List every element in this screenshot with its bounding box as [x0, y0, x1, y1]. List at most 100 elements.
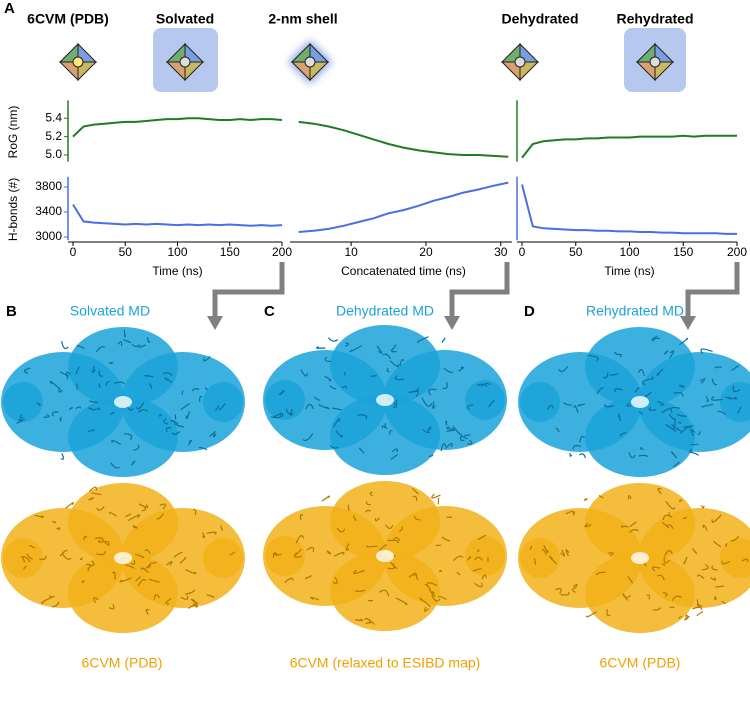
protein-strand: [387, 563, 395, 570]
protein-strand: [329, 385, 337, 390]
protein-strand: [144, 375, 154, 378]
protein-strand: [584, 522, 592, 528]
protein-strand: [60, 453, 65, 460]
protein-strand: [428, 426, 432, 431]
protein-strand: [452, 425, 461, 436]
protein-body: [330, 395, 440, 475]
protein-strand: [185, 411, 191, 420]
protein-strand: [136, 402, 145, 410]
protein-strand: [318, 404, 330, 410]
protein-strand: [646, 594, 651, 600]
x-tick-label: 50: [569, 245, 583, 259]
protein-strand: [125, 513, 132, 518]
protein-strand: [737, 406, 742, 414]
protein-strand: [431, 493, 441, 499]
protein-strand: [474, 556, 483, 561]
protein-strand: [187, 602, 199, 609]
protein-strand: [555, 427, 560, 433]
protein-strand: [51, 521, 57, 524]
protein-strand: [173, 422, 184, 428]
protein-strand: [374, 517, 381, 522]
protein-strand: [171, 432, 176, 436]
protein-strand: [138, 409, 149, 413]
protein-strand: [76, 345, 85, 350]
protein-strand: [108, 362, 114, 365]
x-tick-label: 150: [220, 245, 240, 259]
protein-strand: [682, 516, 688, 520]
protein-strand: [75, 366, 80, 375]
protein-strand: [103, 540, 110, 546]
protein-strand: [696, 574, 705, 579]
protein-strand: [334, 551, 345, 557]
protein-strand: [181, 390, 184, 396]
x-tick-label: 200: [727, 245, 747, 259]
protein-strand: [638, 454, 649, 458]
protein-strand: [657, 487, 662, 495]
protein-strand: [89, 400, 98, 404]
protein-strand: [131, 460, 136, 466]
protein-strand: [379, 544, 387, 551]
protein-strand: [355, 589, 366, 592]
protein-strand: [327, 337, 339, 342]
protein-strand: [572, 511, 575, 516]
protein-strand: [87, 429, 95, 432]
protein-body: [720, 382, 750, 422]
y-axis-label: H-bonds (#): [6, 178, 20, 241]
protein-strand: [332, 407, 342, 411]
protein-strand: [456, 571, 461, 576]
protein-strand: [59, 549, 68, 557]
protein-strand: [111, 440, 122, 445]
protein-strand: [75, 383, 78, 390]
protein-strand: [16, 419, 25, 424]
protein-strand: [669, 413, 675, 420]
icon-part: [184, 61, 205, 82]
protein-body: [465, 536, 505, 576]
protein-strand: [596, 387, 604, 395]
protein-strand: [673, 461, 681, 468]
protein-strand: [446, 429, 455, 432]
protein-strand: [61, 553, 72, 560]
stage-label: 2-nm shell: [268, 11, 337, 27]
protein-strand: [130, 560, 136, 565]
protein-strand: [701, 403, 714, 408]
protein-strand: [732, 385, 741, 393]
protein-strand: [676, 413, 687, 417]
protein-strand: [560, 591, 570, 596]
protein-strand: [365, 501, 372, 506]
protein-strand: [390, 454, 399, 460]
protein-strand: [428, 388, 437, 396]
protein-strand: [432, 592, 436, 598]
protein-strand: [349, 345, 363, 353]
protein-strand: [354, 618, 363, 622]
protein-strand: [541, 548, 547, 556]
protein-strand: [347, 504, 350, 511]
y-axis-label: RoG (nm): [6, 106, 20, 159]
protein-strand: [652, 607, 662, 611]
protein-strand: [305, 403, 311, 410]
protein-strand: [452, 555, 464, 562]
protein-strand: [369, 491, 373, 497]
protein-strand: [87, 565, 92, 571]
protein-strand: [306, 546, 315, 552]
protein-strand: [721, 600, 727, 605]
protein-strand: [23, 565, 27, 570]
protein-strand: [578, 453, 587, 459]
protein-strand: [213, 430, 217, 438]
pdb-title: 6CVM (PDB): [600, 655, 681, 671]
protein-strand: [187, 439, 193, 446]
protein-hole: [114, 396, 132, 408]
protein-strand: [690, 443, 699, 446]
protein-strand: [604, 404, 615, 408]
protein-strand: [634, 386, 640, 393]
protein-strand: [20, 556, 31, 563]
protein-strand: [715, 585, 725, 588]
protein-hole: [376, 550, 394, 562]
protein-strand: [392, 537, 401, 542]
protein-strand: [671, 595, 682, 601]
protein-strand: [472, 568, 483, 572]
protein-strand: [88, 486, 97, 493]
protein-strand: [79, 557, 83, 561]
md-title: Solvated MD: [70, 303, 150, 319]
protein-strand: [88, 407, 96, 411]
